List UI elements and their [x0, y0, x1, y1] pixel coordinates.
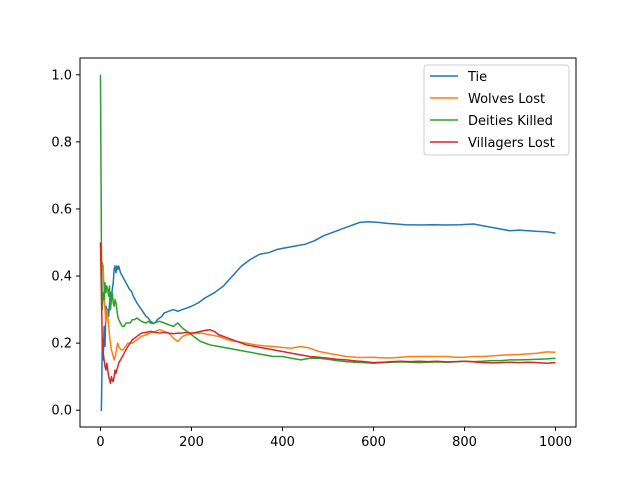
y-tick-label: 1.0	[51, 68, 72, 83]
y-tick-label: 0.2	[51, 337, 72, 352]
legend-label: Villagers Lost	[468, 136, 555, 151]
x-tick-label: 200	[179, 435, 204, 450]
y-axis: 0.0 0.2 0.4 0.6 0.8 1.0	[51, 68, 80, 419]
legend-label: Tie	[467, 70, 487, 85]
x-tick-label: 600	[361, 435, 386, 450]
series-layer	[99, 74, 556, 411]
axes-frame	[79, 57, 577, 428]
y-tick-label: 0.0	[51, 404, 72, 419]
legend-box	[423, 64, 570, 156]
series-line-wolves-lost	[99, 242, 556, 361]
legend: Tie Wolves Lost Deities Killed Villagers Lo…	[423, 64, 570, 156]
x-tick-label: 800	[452, 435, 477, 450]
y-tick-label: 0.8	[51, 135, 72, 150]
x-tick-label: 400	[270, 435, 295, 450]
x-tick-label: 0	[96, 435, 104, 450]
y-tick-label: 0.6	[51, 202, 72, 217]
series-line-tie	[100, 220, 556, 411]
legend-label: Wolves Lost	[468, 92, 545, 107]
x-tick-label: 1000	[539, 435, 572, 450]
legend-label: Deities Killed	[468, 114, 553, 129]
series-line-villagers-lost	[99, 242, 556, 385]
series-line-deities-killed	[99, 74, 556, 365]
y-tick-label: 0.4	[51, 270, 72, 285]
x-axis: 0 200 400 600 800 1000	[96, 427, 572, 450]
